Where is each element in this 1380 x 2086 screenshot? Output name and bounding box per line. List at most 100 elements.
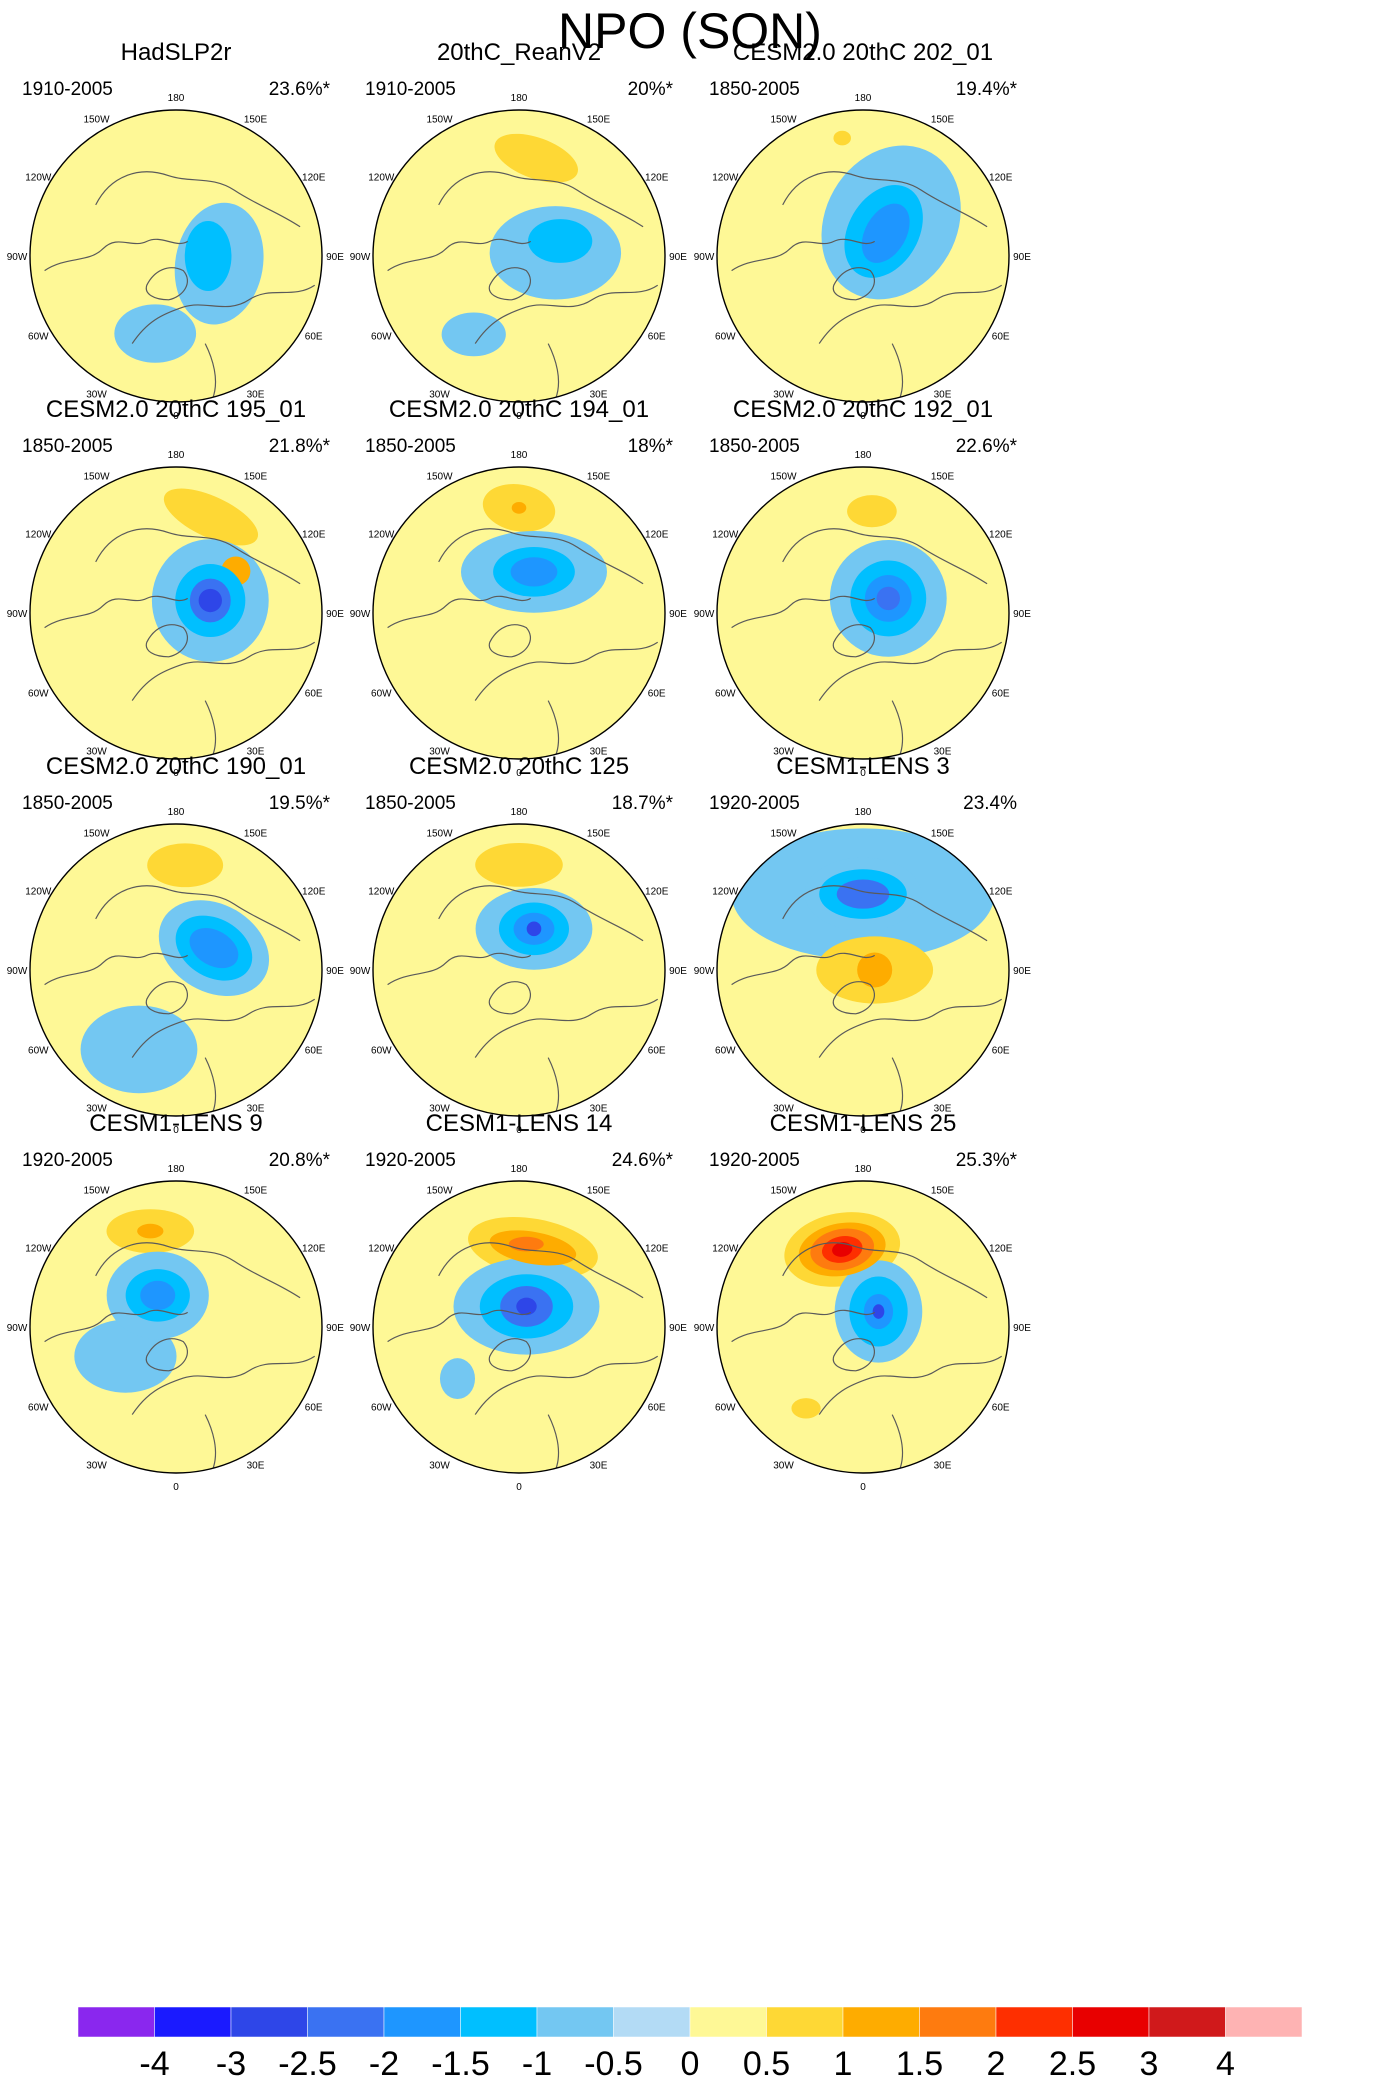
coastline [474,998,659,1058]
colorbar-label: 1.5 [896,2045,943,2083]
map-panel: CESM1-LENS 9 1920-2005 20.8%* 180 150E 120E 90… [7,1110,345,1493]
longitude-label: 90E [326,609,344,620]
longitude-label: 90E [669,1323,687,1334]
coastlines [387,1242,659,1471]
map-border [372,109,666,403]
colorbar-label: 0 [681,2045,700,2083]
longitude-label: 150E [244,114,268,125]
longitude-label: 30E [590,390,608,401]
longitude-label: 150W [83,114,110,125]
longitude-label: 150E [587,828,611,839]
longitude-label: 60W [28,332,49,343]
panel-period: 1850-2005 [365,436,456,457]
longitude-label: 60E [648,1046,666,1057]
map-panel: CESM2.0 20thC 190_01 1850-2005 19.5%* 180 15… [7,753,345,1136]
longitude-label: 120W [25,1244,52,1255]
longitude-label: 90E [326,966,344,977]
longitude-label: 30E [934,390,952,401]
longitude-label: 120W [25,530,52,541]
panel-variance: 19.5%* [269,793,331,814]
longitude-label: 180 [511,93,528,104]
longitude-label: 180 [511,1164,528,1175]
map-border [29,109,323,403]
longitude-label: 150W [426,828,453,839]
longitude-label: 60W [715,332,736,343]
coastline [488,267,531,301]
longitude-label: 60W [371,332,392,343]
longitude-label: 30W [86,1104,107,1115]
map-border [716,1180,1010,1474]
coastline [731,595,875,629]
longitude-label: 60W [28,689,49,700]
map-border [372,823,666,1117]
coastline [131,284,316,344]
contour-field [717,467,1009,759]
coastline [438,171,644,228]
longitude-label: 30W [773,1461,794,1472]
colorbar-swatch [460,2006,538,2038]
coastline [204,1057,217,1114]
coastline [387,595,531,629]
longitude-label: 120E [645,887,669,898]
longitude-label: 180 [511,807,528,818]
longitude-label: 30W [86,1461,107,1472]
longitude-label: 30W [429,1461,450,1472]
longitude-label: 180 [168,450,185,461]
panel-period: 1920-2005 [22,1150,113,1171]
panel-title: 20thC_ReanV2 [437,39,601,66]
longitude-label: 30E [934,747,952,758]
panel-period: 1920-2005 [709,1150,800,1171]
contour-blob [861,203,910,263]
longitude-label: 90W [350,966,371,977]
longitude-label: 180 [855,807,872,818]
longitude-label: 60W [371,1046,392,1057]
contour-blob [475,842,563,887]
panel-variance: 23.4% [963,793,1017,814]
coastline [891,343,904,400]
coastline [204,700,217,757]
colorbar-label: -0.5 [584,2045,643,2083]
longitude-label: 60E [992,1403,1010,1414]
longitude-label: 120E [989,173,1013,184]
coastline [731,238,875,272]
coastline [731,1309,875,1343]
contour-field [373,467,665,759]
coastline [387,1309,531,1343]
coastlines [44,1242,316,1471]
longitude-label: 150W [83,471,110,482]
longitude-label: 150W [426,114,453,125]
panel-variance: 21.8%* [269,436,331,457]
colorbar-swatch [689,2006,767,2038]
coastline [145,981,188,1015]
map-panel: CESM2.0 20thC 194_01 1850-2005 18%* 180 150E… [350,396,688,779]
contour-blob [439,1358,476,1400]
coastline [131,998,316,1058]
coastline [832,624,875,658]
longitude-label: 60W [371,1403,392,1414]
longitude-label: 90W [7,966,28,977]
longitude-label: 120E [302,887,326,898]
contour-blob [857,952,893,988]
coastline [474,284,659,344]
longitude-label: 60E [305,1403,323,1414]
coastline [387,952,531,986]
longitude-label: 0 [516,1482,522,1493]
longitude-label: 60E [648,332,666,343]
longitude-label: 120E [302,530,326,541]
longitude-label: 60E [992,1046,1010,1057]
longitude-label: 120E [645,530,669,541]
coastline [44,1309,188,1343]
longitude-label: 150E [587,471,611,482]
longitude-label: 180 [855,1164,872,1175]
coastline [145,1338,188,1372]
longitude-label: 90E [669,609,687,620]
coastline [731,952,875,986]
panel-period: 1920-2005 [709,793,800,814]
contour-blob [872,1304,885,1319]
longitude-label: 0 [516,411,522,422]
coastline [488,1338,531,1372]
coastlines [731,171,1003,400]
longitude-label: 150W [83,828,110,839]
longitude-label: 150W [770,828,797,839]
colorbar-swatch [536,2006,614,2038]
